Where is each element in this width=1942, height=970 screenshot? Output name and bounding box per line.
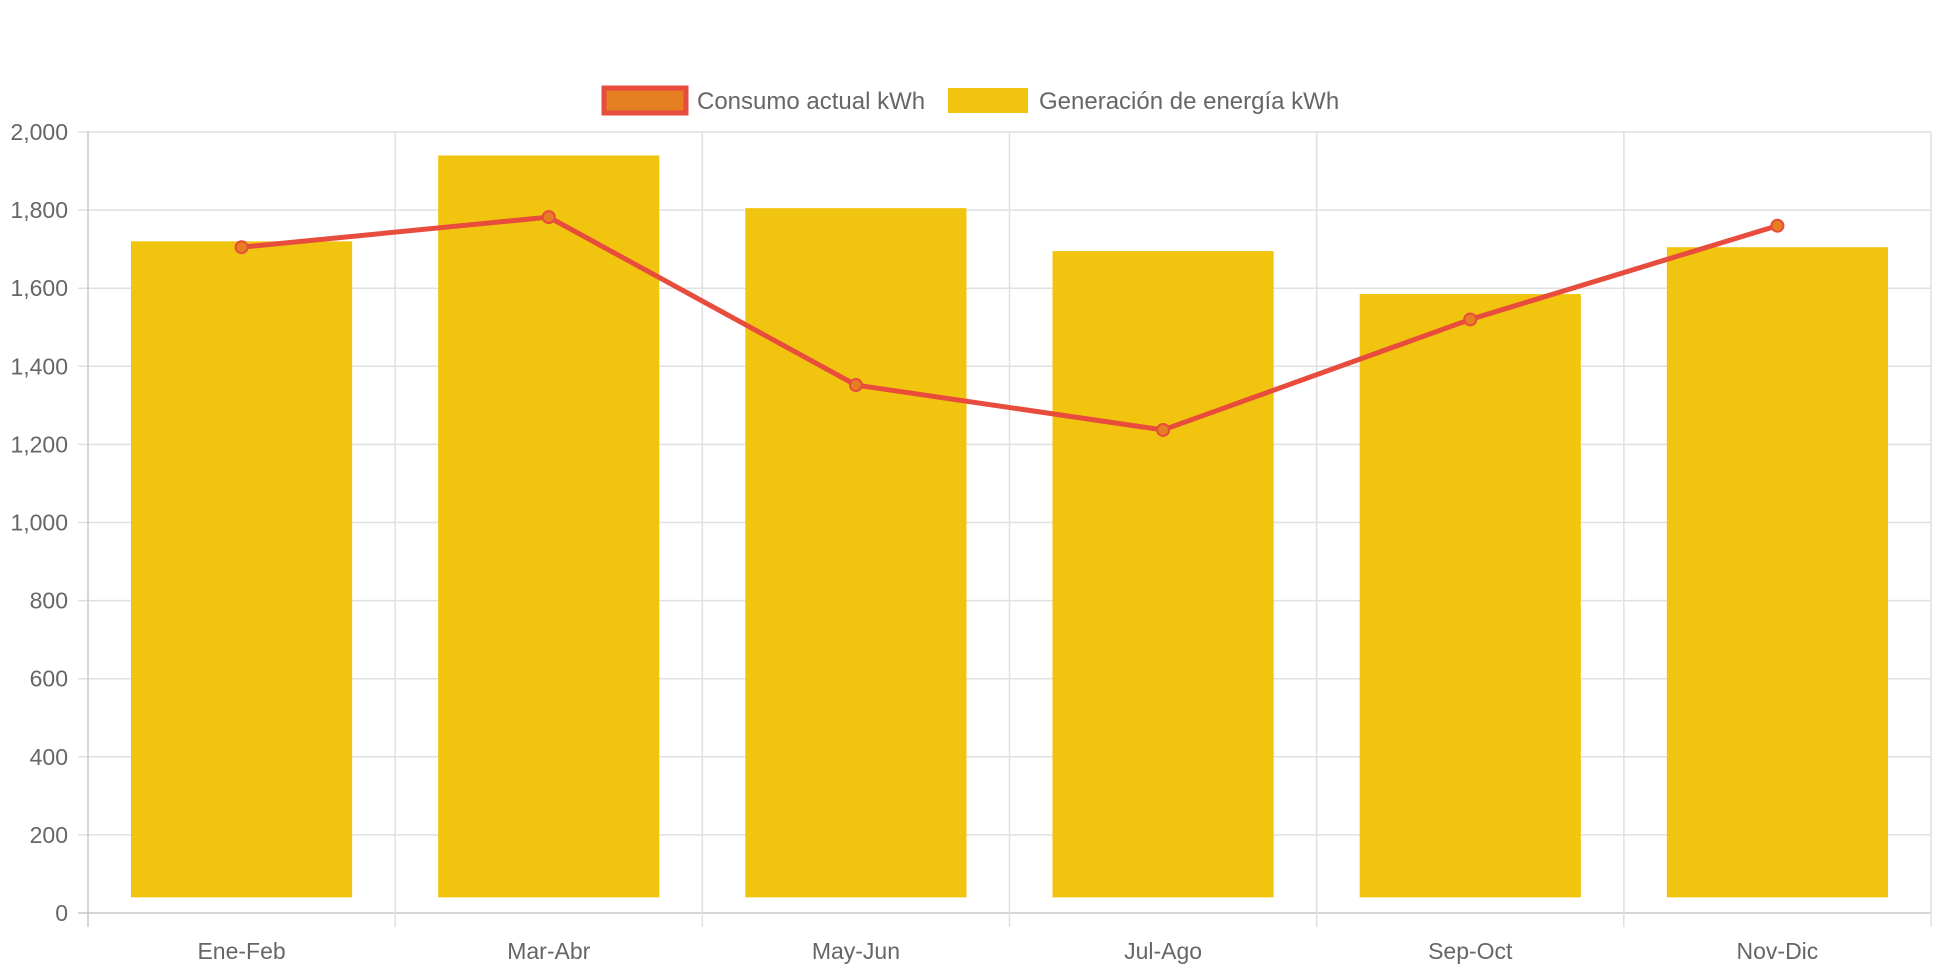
data-point [848,378,863,393]
axis-layer: 0 200 400 600 800 1,000 1,200 1,400 1,600 1,800 2,… [10,119,1818,964]
y-tick-label: 1,800 [10,197,68,223]
bar [438,155,660,898]
data-point [1156,422,1171,437]
y-tick-label: 600 [30,666,68,692]
bar-layer [131,155,1888,898]
legend-swatch-generacion[interactable] [948,88,1028,113]
legend-label-generacion[interactable]: Generación de energía kWh [1039,88,1339,115]
x-tick-label: May-Jun [812,938,900,964]
x-tick-label: Nov-Dic [1737,938,1819,964]
bar [1052,251,1274,898]
x-tick-label: Sep-Oct [1428,938,1513,964]
y-tick-label: 1,400 [10,353,68,379]
bar [1666,247,1888,898]
y-tick-label: 800 [30,588,68,614]
legend: Consumo actual kWh Generación de energía… [601,85,1339,116]
y-tick-label: 200 [30,822,68,848]
series-line [241,214,1779,433]
data-point [234,240,249,255]
line-layer [234,210,1785,437]
legend-item-generacion[interactable]: Generación de energía kWh [948,88,1339,115]
y-tick-label: 400 [30,744,68,770]
y-tick-label: 1,600 [10,275,68,301]
y-tick-label: 1,000 [10,510,68,536]
y-tick-label: 1,200 [10,431,68,457]
y-tick-label: 2,000 [10,119,68,145]
bar [745,208,967,898]
x-tick-label: Mar-Abr [507,938,590,964]
data-point [541,210,556,225]
legend-label-consumo[interactable]: Consumo actual kWh [697,88,925,115]
data-point [1463,312,1478,327]
x-tick-label: Ene-Feb [197,938,285,964]
bar [1359,294,1581,898]
data-point [1770,218,1785,233]
grid-layer [78,131,1932,927]
bar [131,241,353,898]
x-tick-label: Jul-Ago [1124,938,1202,964]
legend-item-consumo[interactable]: Consumo actual kWh [601,85,925,116]
y-tick-label: 0 [55,900,68,926]
legend-swatch-consumo[interactable] [601,85,689,116]
